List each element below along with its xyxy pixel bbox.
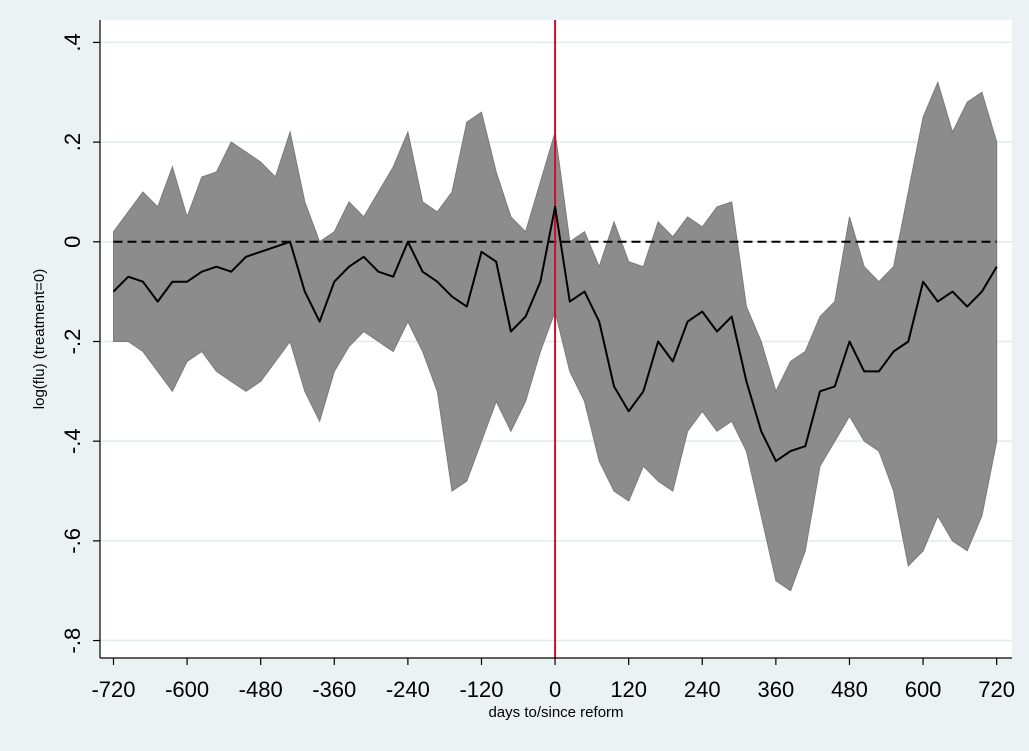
y-tick-label-3: -.2	[60, 329, 85, 355]
x-axis-ticks: -720 -600 -480 -360 -240 -120 0 120 240 360 480 600…	[91, 658, 1015, 702]
y-tick-label-1: .2	[60, 133, 85, 151]
x-tick-label-6: 0	[549, 677, 561, 702]
y-tick-label-0: .4	[60, 33, 85, 51]
x-axis-title: days to/since reform	[488, 704, 623, 721]
x-tick-label-1: -600	[165, 677, 209, 702]
x-tick-label-2: -480	[239, 677, 283, 702]
x-tick-label-0: -720	[91, 677, 135, 702]
x-tick-label-12: 720	[978, 677, 1015, 702]
y-axis-title: log(flu) (treatment=0)	[31, 269, 48, 409]
x-tick-label-8: 240	[684, 677, 721, 702]
x-tick-label-4: -240	[386, 677, 430, 702]
y-tick-label-5: -.6	[60, 528, 85, 554]
y-axis-ticks: .4 .2 0 -.2 -.4 -.6 -.8	[60, 33, 100, 653]
y-tick-label-6: -.8	[60, 628, 85, 654]
x-tick-label-7: 120	[610, 677, 647, 702]
x-tick-label-10: 480	[831, 677, 868, 702]
x-tick-label-9: 360	[758, 677, 795, 702]
confidence-band	[113, 80, 998, 592]
x-tick-label-5: -120	[459, 677, 503, 702]
x-tick-label-3: -360	[312, 677, 356, 702]
x-tick-label-11: 600	[905, 677, 942, 702]
y-tick-label-2: 0	[60, 236, 85, 248]
estimate-line	[112, 205, 998, 463]
y-tick-label-4: -.4	[60, 428, 85, 454]
